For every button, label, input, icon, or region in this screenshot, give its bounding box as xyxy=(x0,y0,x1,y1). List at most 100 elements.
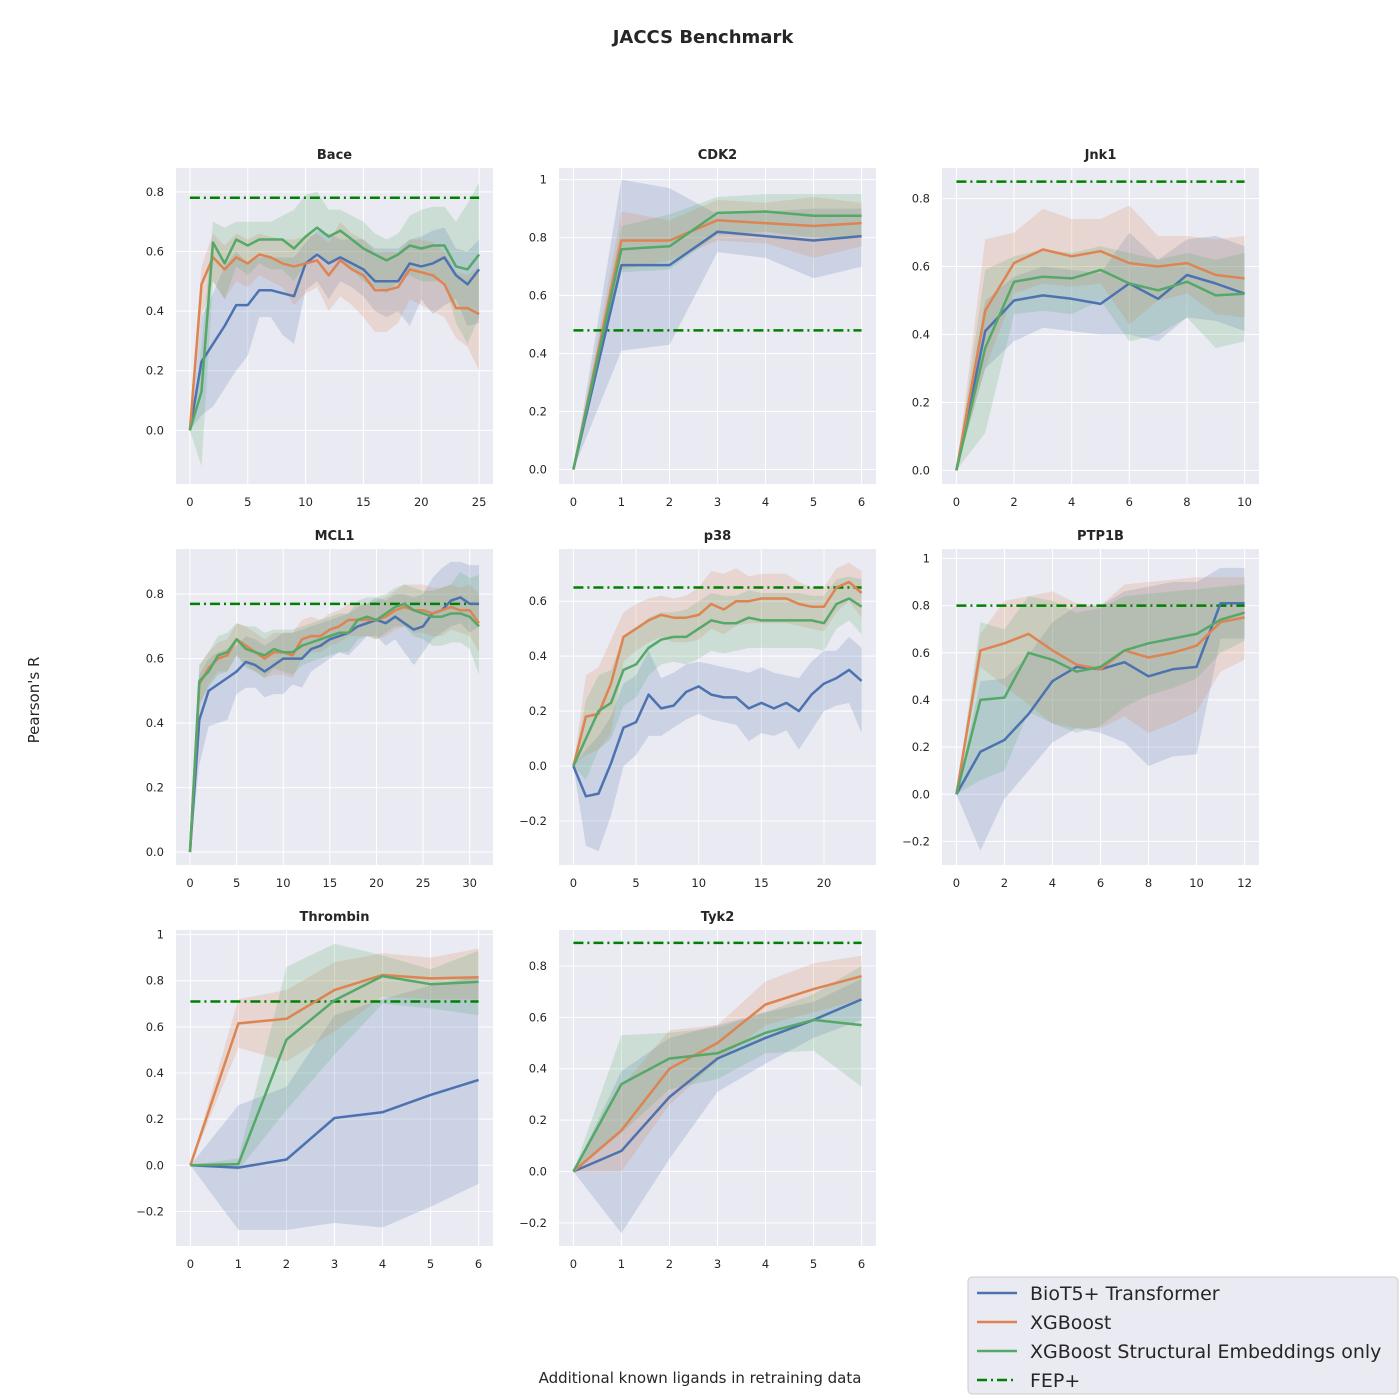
x-tick-label: 2 xyxy=(1001,876,1008,890)
y-tick-label: 0.2 xyxy=(146,781,164,795)
subplot-title: Bace xyxy=(317,148,352,163)
band-biot5-transformer xyxy=(956,232,1245,471)
legend-label: XGBoost xyxy=(1030,1312,1111,1334)
y-tick-label: −0.2 xyxy=(519,814,547,828)
x-tick-label: 4 xyxy=(762,495,769,509)
plot-content xyxy=(572,562,863,852)
y-tick-label: 0.0 xyxy=(529,759,547,773)
band-biot5-transformer xyxy=(190,561,479,853)
x-tick-label: 2 xyxy=(1010,495,1017,509)
legend-item-fep: FEP+ xyxy=(977,1370,1080,1392)
y-tick-label: 0.4 xyxy=(912,693,930,707)
x-tick-label: 15 xyxy=(323,876,338,890)
line-xgboost-structural-embeddings-only xyxy=(188,602,480,853)
band-xgboost-structural-embeddings-only xyxy=(190,943,479,1170)
y-tick-label: 0.0 xyxy=(912,787,930,801)
subplot-thrombin: −0.2 0.0 0.2 0.4 0.6 0.8 1 0 1 2 3 4 5 6 Thrombin xyxy=(136,910,493,1271)
x-tick-label: 0 xyxy=(570,876,577,890)
legend-label: FEP+ xyxy=(1030,1370,1080,1392)
x-tick-label: 0 xyxy=(186,495,193,509)
y-tick-label: 0.2 xyxy=(912,395,930,409)
y-tick-label: 0.2 xyxy=(529,704,547,718)
subplot-title: CDK2 xyxy=(698,148,737,163)
y-tick-label: 0.6 xyxy=(529,289,547,303)
line-xgboost xyxy=(955,616,1245,795)
line-biot5-transformer xyxy=(572,230,862,470)
x-tick-label: 4 xyxy=(1068,495,1075,509)
x-tick-label: 10 xyxy=(1237,495,1252,509)
y-tick-label: 1 xyxy=(923,551,930,565)
subplot-jnk1: 0.0 0.2 0.4 0.6 0.8 0 2 4 6 8 10 Jnk1 xyxy=(912,148,1259,509)
y-tick-label: 0.8 xyxy=(529,959,547,973)
x-tick-label: 6 xyxy=(1126,495,1133,509)
x-tick-label: 10 xyxy=(298,495,313,509)
line-biot5-transformer xyxy=(188,253,481,431)
legend-label: XGBoost Structural Embeddings only xyxy=(1030,1341,1381,1363)
x-tick-label: 12 xyxy=(1237,876,1252,890)
y-tick-label: 0.8 xyxy=(146,974,164,988)
x-tick-label: 15 xyxy=(754,876,769,890)
x-tick-label: 6 xyxy=(475,1257,482,1271)
y-tick-label: −0.2 xyxy=(136,1204,164,1218)
legend: BioT5+ Transformer XGBoost XGBoost Structu… xyxy=(967,1276,1399,1395)
x-tick-label: 20 xyxy=(414,495,429,509)
x-tick-label: 5 xyxy=(810,1257,817,1271)
subplot-tyk2: −0.2 0.0 0.2 0.4 0.6 0.8 0 1 2 3 4 5 6 Tyk2 xyxy=(519,910,876,1271)
band-xgboost-structural-embeddings-only xyxy=(956,246,1245,471)
subplot-mcl1: 0.0 0.2 0.4 0.6 0.8 0 5 10 15 20 25 30 MCL1 xyxy=(146,529,493,890)
subplot-title: PTP1B xyxy=(1077,529,1124,544)
y-tick-label: 0.0 xyxy=(146,423,164,437)
y-tick-label: 0.8 xyxy=(529,231,547,245)
plot-content xyxy=(572,941,863,1234)
legend-item-biot5-transformer: BioT5+ Transformer xyxy=(977,1283,1220,1305)
plot-area xyxy=(176,549,493,865)
x-tick-label: 5 xyxy=(427,1257,434,1271)
x-tick-label: 3 xyxy=(331,1257,338,1271)
y-tick-label: 0.2 xyxy=(146,364,164,378)
line-xgboost-structural-embeddings-only xyxy=(955,268,1245,471)
subplot-title: Thrombin xyxy=(299,910,369,925)
line-xgboost-structural-embeddings-only xyxy=(572,1018,862,1173)
subplot-bace: 0.0 0.2 0.4 0.6 0.8 0 5 10 15 20 25 Bace xyxy=(146,148,493,509)
x-tick-label: 1 xyxy=(618,1257,625,1271)
x-tick-label: 3 xyxy=(714,495,721,509)
x-tick-label: 10 xyxy=(276,876,291,890)
plot-content xyxy=(572,179,862,470)
x-tick-label: 0 xyxy=(187,1257,194,1271)
y-tick-label: 0.4 xyxy=(146,716,164,730)
band-xgboost-structural-embeddings-only xyxy=(190,571,479,853)
line-biot5-transformer xyxy=(955,273,1246,471)
x-tick-label: 2 xyxy=(666,495,673,509)
y-tick-label: 0.4 xyxy=(912,327,930,341)
x-axis-label: Additional known ligands in retraining d… xyxy=(539,1369,862,1387)
legend-item-xgboost-structural-embeddings-only: XGBoost Structural Embeddings only xyxy=(977,1341,1381,1363)
x-tick-label: 10 xyxy=(1189,876,1204,890)
x-tick-label: 6 xyxy=(1097,876,1104,890)
y-tick-label: 0.6 xyxy=(146,244,164,258)
line-xgboost xyxy=(955,248,1245,471)
y-tick-label: 0.0 xyxy=(146,845,164,859)
band-xgboost xyxy=(190,584,479,853)
y-tick-label: 0.2 xyxy=(912,740,930,754)
subplot-title: MCL1 xyxy=(315,529,355,544)
band-xgboost xyxy=(956,205,1245,471)
x-tick-label: 5 xyxy=(632,876,639,890)
x-tick-label: 4 xyxy=(762,1257,769,1271)
line-xgboost xyxy=(188,253,480,431)
line-biot5-transformer xyxy=(190,1078,479,1169)
y-tick-label: 0.6 xyxy=(146,1020,164,1034)
band-xgboost-structural-embeddings-only xyxy=(573,194,862,470)
y-tick-label: 0.6 xyxy=(146,652,164,666)
band-xgboost-structural-embeddings-only xyxy=(573,576,862,780)
band-xgboost xyxy=(190,948,479,1166)
x-tick-label: 0 xyxy=(186,876,193,890)
x-tick-label: 20 xyxy=(369,876,384,890)
line-xgboost-structural-embeddings-only xyxy=(188,226,481,431)
y-tick-label: 0.0 xyxy=(146,1158,164,1172)
subplot-cdk2: 0.0 0.2 0.4 0.6 0.8 1 0 1 2 3 4 5 6 CDK2 xyxy=(529,148,876,509)
x-tick-label: 8 xyxy=(1145,876,1152,890)
line-xgboost xyxy=(572,218,862,470)
line-biot5-transformer xyxy=(572,668,863,798)
y-tick-label: 0.2 xyxy=(146,1112,164,1126)
